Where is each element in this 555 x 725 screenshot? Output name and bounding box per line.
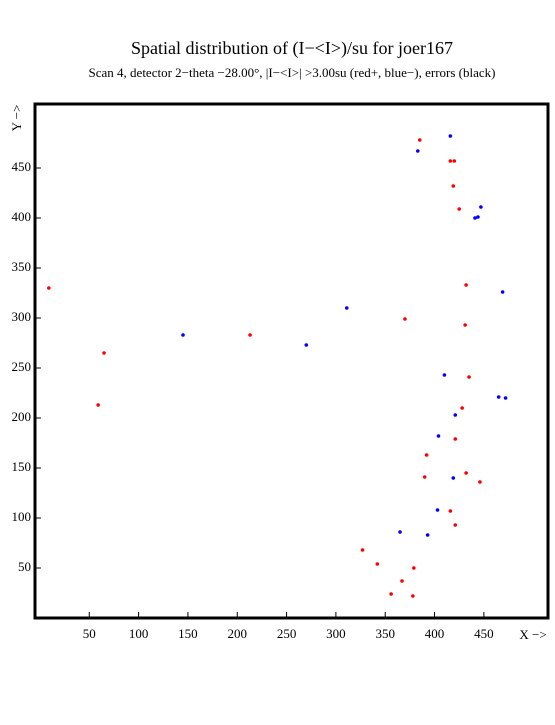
point — [500, 290, 505, 294]
x-tick-label: 100 — [129, 626, 149, 641]
y-tick-label: 100 — [12, 509, 32, 524]
point — [453, 523, 458, 527]
point — [415, 149, 420, 153]
x-tick-label: 50 — [83, 626, 96, 641]
y-tick-label: 350 — [12, 259, 32, 274]
point — [452, 159, 457, 163]
point — [496, 395, 501, 399]
point — [457, 207, 462, 211]
point — [448, 509, 453, 513]
plot-frame — [33, 102, 550, 620]
point — [467, 375, 471, 379]
chart-subtitle: Scan 4, detector 2−theta −28.00°, |I−<I>… — [89, 65, 496, 80]
point — [344, 306, 349, 310]
point — [389, 592, 393, 596]
y-tick-label: 450 — [12, 159, 32, 174]
point — [424, 453, 429, 457]
point — [464, 283, 468, 287]
point — [451, 476, 456, 480]
point — [435, 508, 440, 512]
x-tick-label: 250 — [277, 626, 297, 641]
point — [398, 530, 402, 534]
point — [448, 134, 453, 138]
point — [102, 351, 106, 355]
point — [436, 434, 441, 438]
point — [400, 579, 404, 583]
x-tick-label: 350 — [375, 626, 395, 641]
point — [448, 159, 453, 163]
x-tick-label: 400 — [425, 626, 445, 641]
chart-title: Spatial distribution of (I−<I>)/su for j… — [131, 38, 453, 59]
point — [476, 215, 480, 219]
x-tick-label: 200 — [227, 626, 247, 641]
point — [442, 373, 447, 377]
y-tick-label: 200 — [12, 409, 32, 424]
point — [422, 475, 427, 479]
x-tick-label: 150 — [178, 626, 198, 641]
point — [248, 333, 252, 337]
point — [453, 413, 458, 417]
point — [181, 333, 185, 337]
point — [375, 562, 380, 566]
point — [411, 594, 415, 598]
point — [451, 184, 456, 188]
point — [47, 286, 51, 290]
point — [360, 548, 365, 552]
point — [460, 406, 464, 410]
point — [479, 205, 483, 209]
x-tick-label: 450 — [474, 626, 494, 641]
point — [463, 323, 467, 327]
y-axis-label: Y −> — [9, 105, 24, 132]
y-tick-label: 250 — [12, 359, 32, 374]
point — [503, 396, 508, 400]
point — [403, 317, 407, 321]
x-tick-label: 300 — [326, 626, 346, 641]
point — [425, 533, 430, 537]
y-tick-label: 300 — [12, 309, 32, 324]
point — [412, 566, 416, 570]
point — [96, 403, 100, 407]
y-tick-label: 50 — [18, 559, 31, 574]
y-tick-label: 150 — [12, 459, 32, 474]
point — [473, 216, 477, 220]
point — [304, 343, 309, 347]
point — [464, 471, 468, 475]
point — [453, 437, 458, 441]
x-axis-label: X −> — [519, 627, 546, 642]
point — [417, 138, 422, 142]
point — [478, 480, 482, 484]
y-tick-label: 400 — [12, 209, 32, 224]
